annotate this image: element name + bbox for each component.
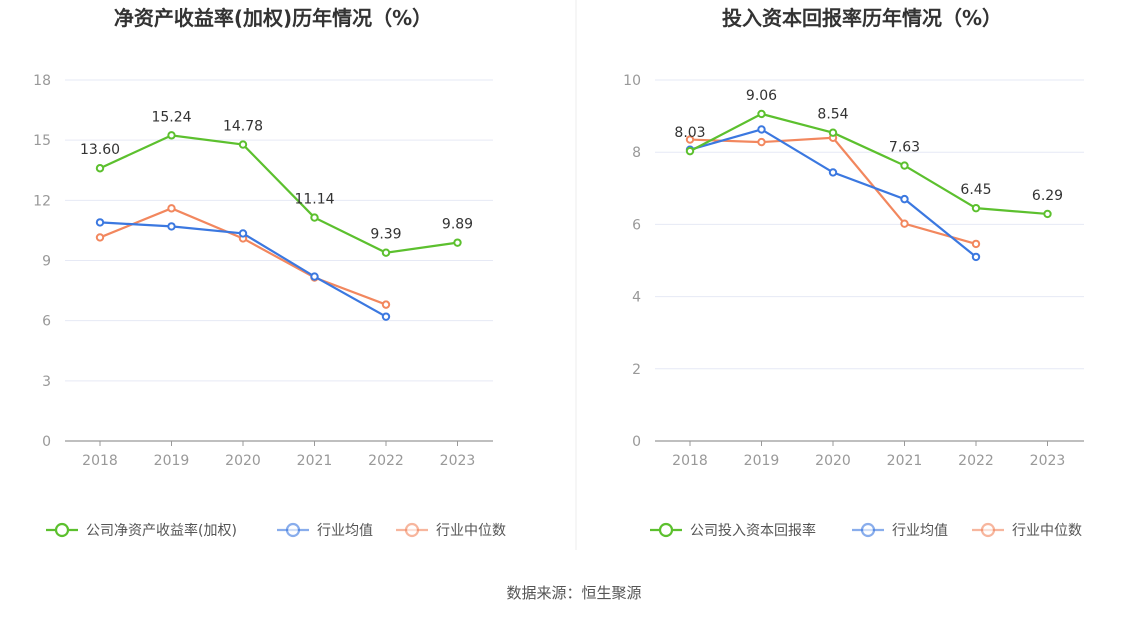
legend-swatch-marker	[860, 522, 876, 538]
x-tick-label: 2019	[744, 453, 780, 469]
legend-swatch-marker	[285, 522, 301, 538]
data-label: 7.63	[889, 140, 920, 156]
data-point	[900, 161, 909, 170]
chart-title: 投入资本回报率历年情况（%）	[722, 6, 1002, 30]
data-label: 14.78	[223, 119, 263, 135]
legend-item[interactable]: 行业均值	[852, 522, 948, 539]
data-label: 8.54	[817, 107, 848, 123]
data-point	[167, 222, 176, 231]
legend-item[interactable]: 行业均值	[277, 522, 373, 539]
y-tick-label: 4	[632, 290, 641, 306]
data-point	[685, 135, 695, 144]
data-point	[95, 164, 105, 173]
series-line	[689, 128, 977, 258]
data-point	[310, 272, 319, 281]
y-tick-label: 6	[632, 217, 641, 233]
x-tick-label: 2020	[225, 453, 261, 469]
x-tick-label: 2023	[440, 453, 476, 469]
legend-label: 行业均值	[892, 523, 948, 539]
data-point	[900, 219, 909, 228]
data-point	[971, 239, 981, 249]
x-tick-label: 2022	[368, 453, 404, 469]
legend-label: 行业中位数	[436, 523, 506, 539]
data-point	[757, 125, 766, 134]
x-tick-label: 2021	[297, 453, 333, 469]
series-line	[689, 136, 977, 245]
x-tick-label: 2023	[1030, 453, 1066, 469]
legend-item[interactable]: 行业中位数	[972, 522, 1082, 539]
data-point	[900, 194, 909, 204]
y-tick-label: 18	[33, 73, 51, 89]
y-tick-label: 6	[42, 314, 51, 330]
data-point	[757, 137, 766, 147]
roic-chart: 投入资本回报率历年情况（%） 0 2 4 6 8 10 2018 2019 2020 2021 20…	[623, 6, 1084, 539]
y-tick-label: 2	[632, 362, 641, 378]
y-tick-label: 15	[33, 133, 51, 149]
source-note: 数据来源：恒生聚源	[506, 584, 641, 602]
data-point	[167, 131, 176, 140]
series-line	[99, 134, 458, 254]
x-tick-label: 2020	[815, 453, 851, 469]
legend-swatch-marker	[980, 522, 996, 538]
x-tick-label: 2018	[672, 453, 708, 469]
legend-item[interactable]: 公司投入资本回报率	[650, 522, 816, 539]
data-label: 9.89	[442, 217, 473, 233]
x-tick-label: 2022	[958, 453, 994, 469]
data-point	[381, 312, 391, 321]
data-label: 13.60	[80, 142, 120, 158]
legend-swatch-marker	[404, 522, 420, 538]
data-point	[381, 248, 391, 257]
y-tick-label: 0	[632, 434, 641, 450]
legend-swatch-marker	[658, 522, 674, 538]
legend-item[interactable]: 公司净资产收益率(加权)	[46, 522, 237, 539]
data-point	[95, 218, 105, 227]
data-point	[453, 238, 462, 247]
data-label: 6.45	[960, 182, 991, 198]
data-label: 8.03	[674, 125, 705, 141]
series-line	[99, 207, 387, 306]
data-point	[685, 146, 695, 156]
data-label: 9.06	[746, 88, 777, 104]
y-tick-label: 10	[623, 73, 641, 89]
y-tick-label: 3	[42, 374, 51, 390]
legend-item[interactable]: 行业中位数	[396, 522, 506, 539]
legend-label: 行业中位数	[1012, 523, 1082, 539]
x-tick-label: 2019	[154, 453, 190, 469]
legend-label: 公司投入资本回报率	[690, 522, 816, 539]
data-label: 11.14	[294, 192, 334, 208]
data-point	[381, 300, 391, 309]
data-point	[828, 128, 838, 137]
data-point	[238, 140, 248, 149]
data-point	[167, 204, 176, 213]
data-point	[757, 109, 766, 119]
data-point	[1043, 209, 1052, 219]
legend-label: 公司净资产收益率(加权)	[86, 522, 237, 539]
data-point	[95, 233, 105, 242]
x-tick-label: 2021	[887, 453, 923, 469]
data-point	[971, 252, 981, 262]
y-tick-label: 8	[632, 145, 641, 161]
y-tick-label: 0	[42, 434, 51, 450]
legend-swatch-marker	[54, 522, 70, 538]
series-line	[689, 112, 1048, 216]
chart-title: 净资产收益率(加权)历年情况（%）	[114, 6, 432, 30]
data-point	[310, 213, 319, 222]
data-label: 9.39	[370, 227, 401, 243]
legend-label: 行业均值	[317, 523, 373, 539]
y-tick-label: 9	[42, 254, 51, 270]
y-tick-label: 12	[33, 193, 51, 209]
data-label: 6.29	[1032, 188, 1063, 204]
roe-chart: 净资产收益率(加权)历年情况（%） 0 3 6 9 12 15 18 2018 2019 2020…	[33, 6, 506, 539]
data-point	[828, 168, 838, 177]
data-point	[971, 203, 981, 213]
data-label: 15.24	[151, 109, 191, 125]
x-tick-label: 2018	[82, 453, 118, 469]
data-point	[238, 229, 248, 238]
